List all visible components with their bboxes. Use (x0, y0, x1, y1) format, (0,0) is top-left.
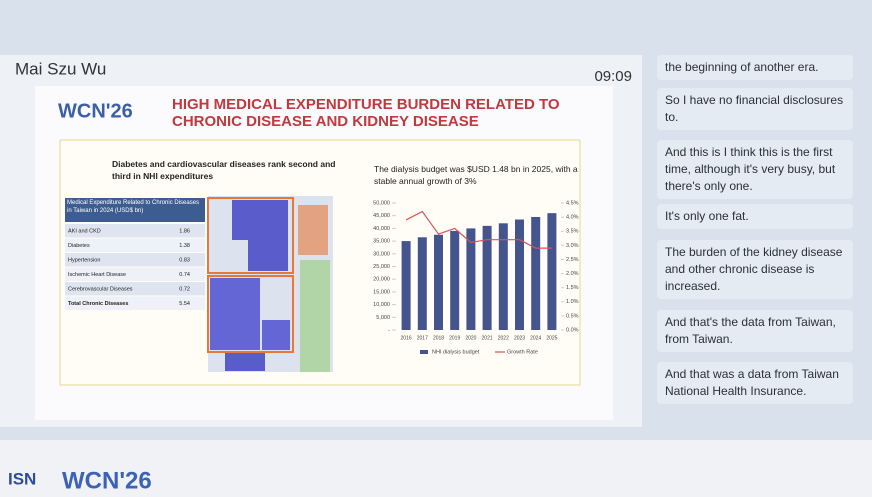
table-header: Medical Expenditure Related to Chronic D… (67, 200, 200, 214)
bar (401, 241, 411, 330)
y-tick-label: 20,000 (373, 277, 390, 283)
table-row (65, 267, 205, 281)
table-row (65, 253, 205, 267)
table-cell: AKI and CKD (68, 228, 101, 234)
bar (466, 228, 476, 330)
y2-tick-label: 4.0% (566, 215, 579, 221)
x-tick-label: 2021 (482, 335, 493, 341)
treemap-highlight (207, 275, 294, 353)
table-cell: 5.54 (179, 301, 190, 307)
bar (498, 223, 508, 330)
treemap-cell (298, 205, 328, 255)
x-tick-label: 2019 (449, 335, 460, 341)
y-tick-label: 50,000 (373, 200, 390, 206)
y2-tick-label: 1.0% (566, 299, 579, 305)
bar (450, 230, 460, 330)
right-caption: The dialysis budget was $USD 1.48 bn in … (374, 164, 578, 186)
table-row (65, 296, 205, 310)
y2-tick-label: 3.5% (566, 229, 579, 235)
x-tick-label: 2022 (498, 335, 509, 341)
y-tick-label: 15,000 (373, 289, 390, 295)
left-caption-box: Diabetes and cardiovascular diseases ran… (112, 159, 336, 181)
caption: And that's the data from Taiwan, from Ta… (657, 310, 853, 352)
table: Medical Expenditure Related to Chronic D… (65, 198, 205, 310)
table-cell: Diabetes (68, 243, 90, 249)
caption: And this is I think this is the first ti… (657, 140, 853, 199)
treemap-cell (232, 200, 288, 240)
speaker-name: Mai Szu Wu (15, 59, 106, 78)
bar (434, 234, 443, 330)
x-tick-label: 2023 (514, 335, 525, 341)
y2-tick-label: 3.0% (566, 243, 579, 249)
y-tick-label: 35,000 (373, 239, 390, 245)
right-caption-box: The dialysis budget was $USD 1.48 bn in … (374, 164, 578, 186)
treemap-cell (225, 353, 265, 371)
table-row (65, 282, 205, 296)
y2-tick-label: 1.5% (566, 285, 579, 291)
table-header-bg (65, 198, 205, 222)
x-tick-label: 2024 (530, 335, 541, 341)
y-tick-label: 10,000 (373, 302, 390, 308)
treemap-cell (210, 278, 260, 350)
table-header-box: Medical Expenditure Related to Chronic D… (67, 200, 200, 214)
left-caption: Diabetes and cardiovascular diseases ran… (112, 159, 336, 181)
caption: And that was a data from Taiwan National… (657, 362, 853, 404)
footer-logo: ISN (8, 469, 36, 488)
treemap-highlight (207, 197, 294, 274)
x-tick-label: 2016 (401, 335, 412, 341)
clock: 09:09 (594, 68, 632, 85)
treemap-cell (262, 320, 290, 350)
bar-chart: - 5,000 10,000 15,000 20,000 25,000 30,000 35,0… (373, 200, 578, 355)
slide-title-box: HIGH MEDICAL EXPENDITURE BURDEN RELATED … (172, 96, 560, 130)
table-cell: Cerebrovascular Diseases (68, 286, 133, 292)
bar (417, 237, 427, 330)
y2-tick-label: 2.0% (566, 271, 579, 277)
y-tick-label: 25,000 (373, 264, 390, 270)
treemap-cell (248, 238, 288, 271)
footer-band (0, 440, 872, 497)
table-cell: 0.72 (179, 286, 190, 292)
x-tick-label: 2018 (433, 335, 444, 341)
slide-logo: WCN'26 (58, 100, 133, 122)
treemap (207, 196, 333, 372)
y-tick-label: 40,000 (373, 226, 390, 232)
table-cell: 0.83 (179, 257, 190, 263)
table-cell: 1.38 (179, 243, 190, 249)
y2-tick-label: 0.0% (566, 327, 579, 333)
table-cell: Total Chronic Diseases (68, 301, 128, 307)
table-row (65, 238, 205, 252)
table-cell: Hypertension (68, 257, 100, 263)
bar (547, 213, 557, 330)
y2-tick-label: 0.5% (566, 313, 579, 319)
table-row (65, 224, 205, 238)
table-cell: 1.86 (179, 228, 190, 234)
table-cell: 0.74 (179, 272, 190, 278)
y2-tick-label: 2.5% (566, 257, 579, 263)
caption: the beginning of another era. (657, 55, 853, 80)
caption: So I have no financial disclosures to. (657, 88, 853, 130)
y-tick-label: 45,000 (373, 213, 390, 219)
footer-logo: WCN'26 (62, 467, 152, 494)
x-tick-label: 2020 (465, 335, 476, 341)
bar (531, 216, 541, 330)
treemap-cell (300, 260, 330, 372)
legend-label: NHI dialysis budget (432, 349, 480, 355)
x-tick-label: 2017 (417, 335, 428, 341)
y2-tick-label: 4.5% (566, 200, 579, 206)
table-cell: Ischemic Heart Disease (68, 272, 126, 278)
y-tick-label: 5,000 (376, 315, 390, 321)
legend-swatch (420, 350, 428, 354)
bar (482, 225, 492, 330)
caption: It's only one fat. (657, 204, 853, 229)
bar (515, 219, 524, 330)
caption: The burden of the kidney disease and oth… (657, 240, 853, 299)
y-tick-label: - (388, 327, 390, 333)
x-tick-label: 2025 (546, 335, 557, 341)
y-tick-label: 30,000 (373, 251, 390, 257)
legend-label: Growth Rate (507, 349, 538, 355)
line (405, 210, 552, 249)
slide-title: HIGH MEDICAL EXPENDITURE BURDEN RELATED … (172, 96, 560, 130)
